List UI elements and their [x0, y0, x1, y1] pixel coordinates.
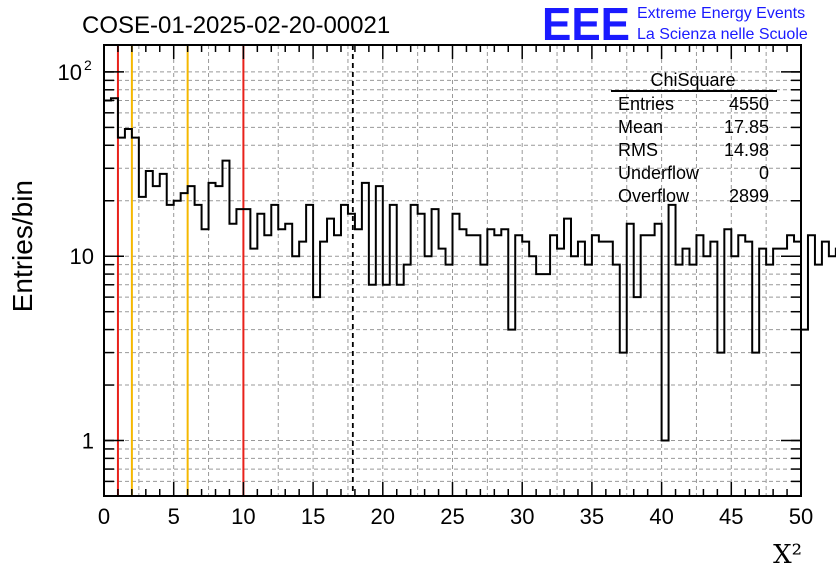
y-tick-exponent: 2	[84, 57, 92, 73]
eee-logo-mark: EEE	[542, 0, 630, 50]
x-tick-label: 45	[719, 504, 743, 529]
x-tick-label: 30	[510, 504, 534, 529]
x-tick-label: 50	[789, 504, 813, 529]
stats-value: 17.85	[724, 117, 769, 137]
x-tick-label: 10	[231, 504, 255, 529]
x-tick-label: 5	[168, 504, 180, 529]
x-tick-label: 25	[440, 504, 464, 529]
stats-value: 4550	[729, 94, 769, 114]
y-tick-label: 10	[58, 60, 82, 85]
stats-label: RMS	[618, 140, 658, 160]
x-tick-label: 0	[98, 504, 110, 529]
x-axis: 0 5 10 15 20 25 30 35 40 45 50	[98, 45, 813, 529]
x-axis-label: X²	[773, 540, 802, 570]
y-axis-label: Entries/bin	[7, 180, 38, 312]
stats-value: 2899	[729, 186, 769, 206]
stats-label: Entries	[618, 94, 674, 114]
grid	[104, 45, 801, 496]
y-tick-label: 10	[70, 244, 94, 269]
y-tick-label: 1	[82, 429, 94, 454]
stats-label: Overflow	[618, 186, 690, 206]
stats-label: Mean	[618, 117, 663, 137]
stats-box: ChiSquare Entries 4550 Mean 17.85 RMS 14.98 Un…	[611, 70, 777, 206]
x-tick-label: 35	[580, 504, 604, 529]
x-tick-label: 20	[371, 504, 395, 529]
stats-value: 0	[759, 163, 769, 183]
stats-value: 14.98	[724, 140, 769, 160]
x-tick-label: 15	[301, 504, 325, 529]
logo-tagline-2: La Scienza nelle Scuole	[637, 26, 808, 43]
histogram-series	[104, 97, 836, 442]
stats-title: ChiSquare	[650, 70, 735, 90]
chart-title: COSE-01-2025-02-20-00021	[82, 12, 390, 39]
logo-tagline-1: Extreme Energy Events	[637, 5, 805, 22]
stats-label: Underflow	[618, 163, 700, 183]
x-tick-label: 40	[649, 504, 673, 529]
eee-logo: EEE Extreme Energy Events La Scienza nel…	[542, 0, 808, 50]
